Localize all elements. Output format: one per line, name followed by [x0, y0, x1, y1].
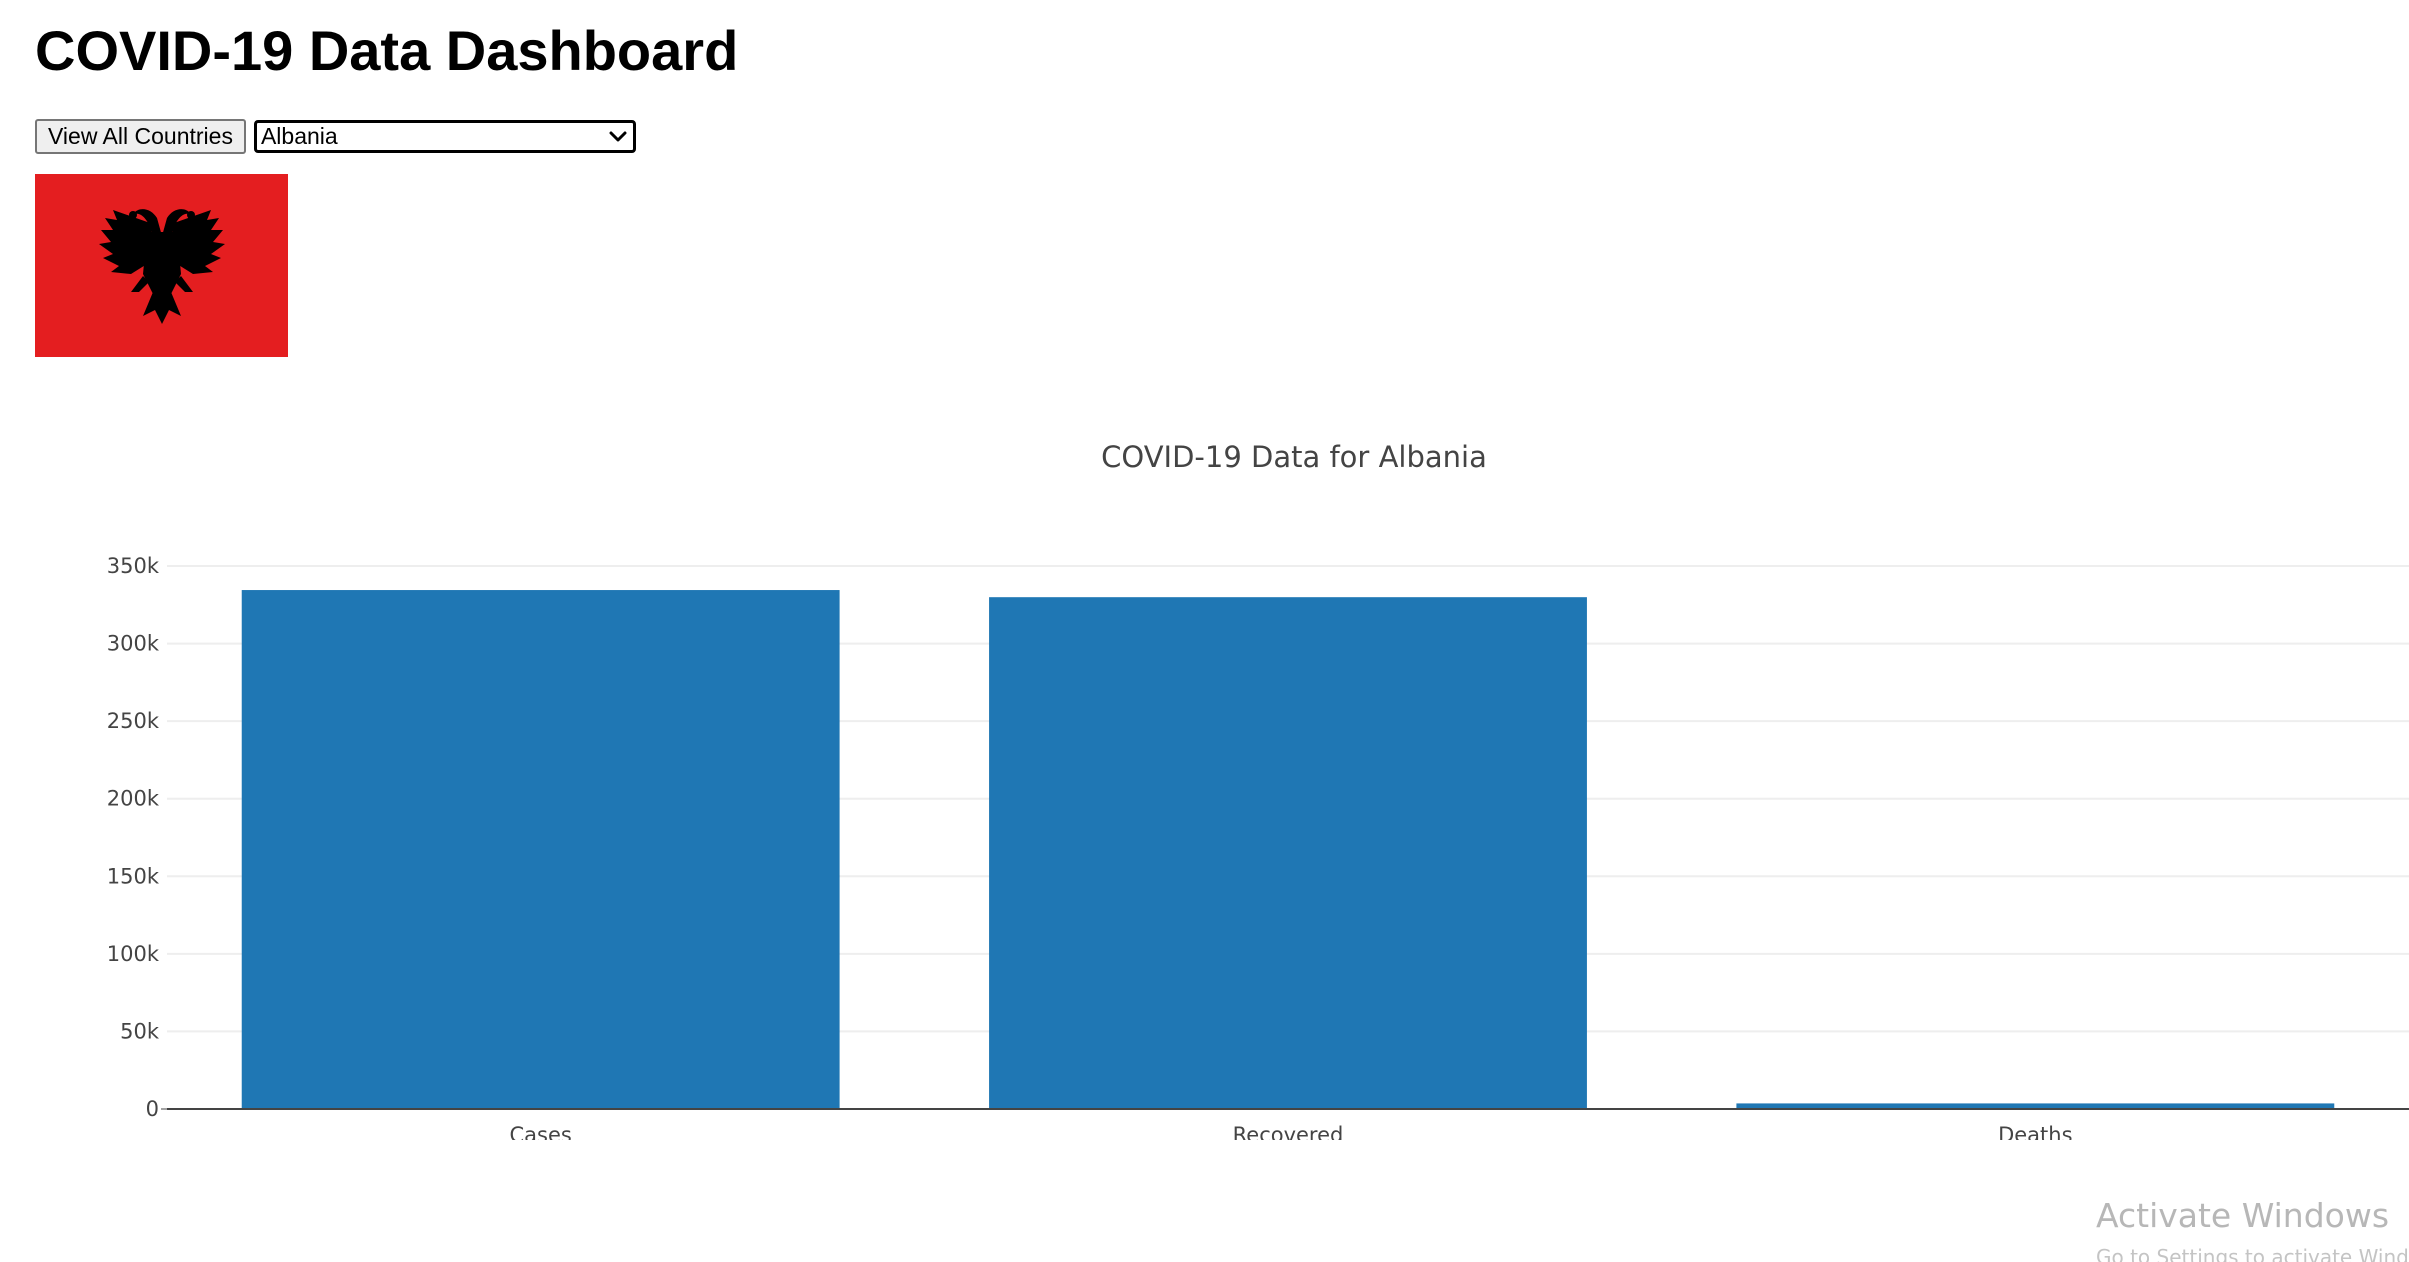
activate-windows-watermark-subtitle: Go to Settings to activate Windows. — [2096, 1245, 2409, 1262]
chevron-down-icon — [609, 131, 627, 141]
y-tick-label: 350k — [107, 554, 160, 578]
country-select-value: Albania — [260, 123, 338, 149]
x-tick-label: Cases — [509, 1123, 571, 1140]
bar-recovered[interactable] — [989, 597, 1587, 1109]
covid-bar-chart: COVID-19 Data for Albania 0 50k 100k 150k 20… — [107, 440, 2409, 1140]
y-tick-label: 300k — [107, 632, 160, 656]
chart-y-axis: 0 50k 100k 150k 200k 250k 300k 350k — [107, 554, 167, 1121]
page-title: COVID-19 Data Dashboard — [35, 19, 739, 82]
y-tick-label: 0 — [146, 1097, 159, 1121]
chart-title: COVID-19 Data for Albania — [1101, 440, 1487, 474]
y-tick-label: 150k — [107, 864, 160, 888]
x-tick-label: Deaths — [1998, 1123, 2072, 1140]
y-tick-label: 250k — [107, 709, 160, 733]
x-tick-label: Recovered — [1233, 1123, 1344, 1140]
country-select[interactable]: Albania — [253, 120, 636, 153]
chart-bars — [241, 590, 2335, 1109]
y-tick-label: 50k — [120, 1019, 160, 1043]
y-tick-label: 100k — [107, 942, 160, 966]
chart-x-axis: Cases Recovered Deaths — [509, 1123, 2072, 1140]
view-all-countries-button[interactable]: View All Countries — [35, 119, 246, 154]
y-tick-label: 200k — [107, 787, 160, 811]
bar-cases[interactable] — [241, 590, 840, 1109]
activate-windows-watermark: Activate Windows — [2096, 1196, 2390, 1235]
bar-deaths[interactable] — [1736, 1103, 2335, 1109]
country-flag — [35, 174, 288, 357]
double-headed-eagle-icon — [99, 209, 225, 324]
controls-bar: View All Countries Albania — [35, 119, 636, 154]
